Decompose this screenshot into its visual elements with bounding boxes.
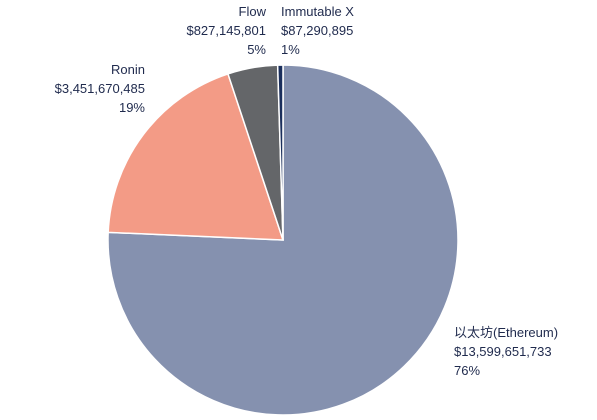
pie-slices (107, 64, 459, 416)
slice-label-immutable-x-percent: 1% (281, 42, 300, 57)
slice-label-immutable-x-value: $87,290,895 (281, 23, 353, 38)
pie-slice-ronin (107, 72, 285, 241)
slice-label-ethereum-name: 以太坊(Ethereum) (454, 325, 558, 340)
slice-label-ronin-value: $3,451,670,485 (55, 81, 145, 96)
slice-label-flow-name: Flow (239, 4, 267, 19)
slice-label-immutable-x-name: Immutable X (281, 4, 354, 19)
slice-label-ronin-percent: 19% (119, 100, 145, 115)
slice-label-ronin-name: Ronin (111, 62, 145, 77)
slice-label-ethereum-percent: 76% (454, 363, 480, 378)
slice-label-flow-percent: 5% (247, 42, 266, 57)
slice-label-flow-value: $827,145,801 (186, 23, 266, 38)
pie-labels: 以太坊(Ethereum) $13,599,651,733 76% Ronin … (55, 4, 558, 378)
slice-label-ethereum-value: $13,599,651,733 (454, 344, 552, 359)
pie-slice-immutable-x (276, 64, 284, 241)
